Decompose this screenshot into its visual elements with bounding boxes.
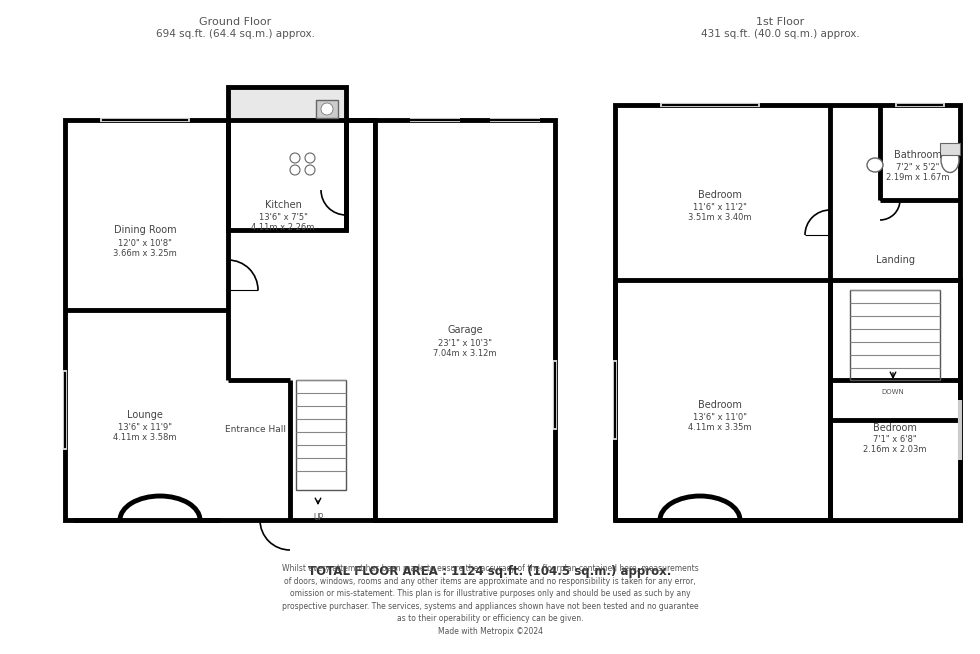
Text: 7.04m x 3.12m: 7.04m x 3.12m: [433, 349, 497, 358]
Circle shape: [305, 153, 315, 163]
Text: 3.66m x 3.25m: 3.66m x 3.25m: [113, 249, 176, 258]
Bar: [850, 290, 940, 380]
Bar: [228, 87, 346, 230]
Ellipse shape: [941, 148, 959, 173]
Text: 431 sq.ft. (40.0 sq.m.) approx.: 431 sq.ft. (40.0 sq.m.) approx.: [701, 29, 859, 39]
Text: Landing: Landing: [875, 255, 914, 265]
Text: DOWN: DOWN: [882, 389, 905, 395]
Text: 23'1" x 10'3": 23'1" x 10'3": [438, 339, 492, 347]
Ellipse shape: [867, 158, 883, 172]
Text: Whilst every attempt has been made to ensure the accuracy of the floorplan conta: Whilst every attempt has been made to en…: [281, 564, 699, 636]
Bar: [296, 380, 346, 490]
Circle shape: [290, 165, 300, 175]
Bar: [375, 120, 555, 520]
Bar: [615, 105, 960, 520]
Text: TOTAL FLOOR AREA : 1124 sq.ft. (104.5 sq.m.) approx.: TOTAL FLOOR AREA : 1124 sq.ft. (104.5 sq…: [309, 566, 671, 579]
Circle shape: [321, 103, 333, 115]
Bar: [65, 120, 375, 520]
Text: Bedroom: Bedroom: [698, 190, 742, 200]
Text: Kitchen: Kitchen: [265, 200, 302, 210]
Text: 13'6" x 7'5": 13'6" x 7'5": [259, 213, 308, 222]
Text: Ground Floor: Ground Floor: [199, 17, 271, 27]
Bar: [830, 280, 960, 420]
Text: Entrance Hall: Entrance Hall: [224, 426, 285, 434]
Text: Dining Room: Dining Room: [114, 225, 176, 235]
Text: 13'6" x 11'0": 13'6" x 11'0": [693, 413, 747, 421]
Bar: [316, 100, 338, 118]
Text: 13'6" x 11'9": 13'6" x 11'9": [118, 424, 172, 432]
Bar: [940, 143, 960, 155]
Circle shape: [290, 153, 300, 163]
Text: Bedroom: Bedroom: [873, 423, 917, 433]
Circle shape: [305, 165, 315, 175]
Text: 4.11m x 2.26m: 4.11m x 2.26m: [251, 224, 315, 233]
Text: 7'1" x 6'8": 7'1" x 6'8": [873, 436, 917, 445]
Bar: [228, 87, 346, 230]
Text: 4.11m x 3.35m: 4.11m x 3.35m: [688, 422, 752, 432]
Text: 11'6" x 11'2": 11'6" x 11'2": [693, 203, 747, 211]
Text: 4.11m x 3.58m: 4.11m x 3.58m: [114, 434, 176, 443]
Text: 2.16m x 2.03m: 2.16m x 2.03m: [863, 445, 927, 455]
Text: 12'0" x 10'8": 12'0" x 10'8": [118, 239, 172, 247]
Bar: [830, 280, 960, 420]
Text: Bedroom: Bedroom: [698, 400, 742, 410]
Bar: [830, 380, 960, 520]
Text: Garage: Garage: [447, 325, 483, 335]
Text: 2.19m x 1.67m: 2.19m x 1.67m: [886, 173, 950, 182]
Text: Lounge: Lounge: [127, 410, 163, 420]
Text: UP: UP: [313, 513, 323, 523]
Text: 7'2" x 5'2": 7'2" x 5'2": [897, 162, 940, 171]
Text: Bathroom: Bathroom: [894, 150, 942, 160]
Text: 1st Floor: 1st Floor: [756, 17, 805, 27]
Text: 3.51m x 3.40m: 3.51m x 3.40m: [688, 213, 752, 222]
Text: 694 sq.ft. (64.4 sq.m.) approx.: 694 sq.ft. (64.4 sq.m.) approx.: [156, 29, 315, 39]
